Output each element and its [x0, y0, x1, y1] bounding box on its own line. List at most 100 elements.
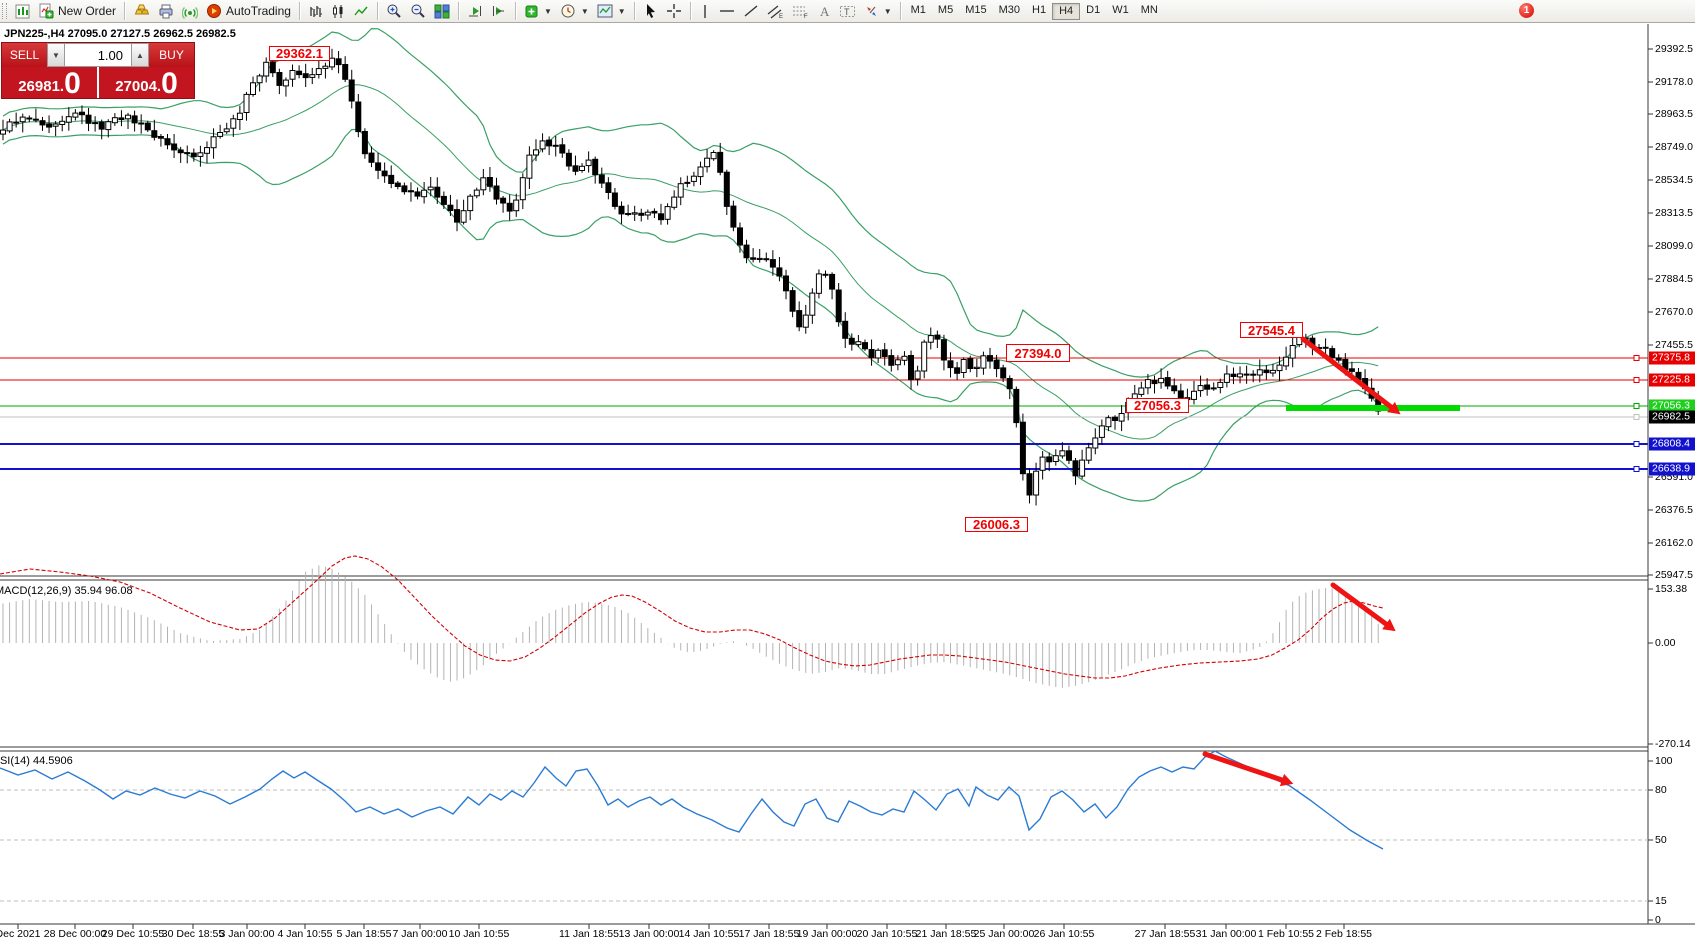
auto-scroll-icon[interactable]: [463, 1, 487, 21]
svg-text:T: T: [844, 7, 850, 17]
timeframe-button-m15[interactable]: M15: [965, 3, 987, 16]
new-order-label: New Order: [58, 4, 117, 18]
sell-price-dot: .: [59, 78, 65, 95]
vertical-line-tool-icon[interactable]: [695, 1, 715, 21]
cursor-tool-icon[interactable]: [639, 1, 662, 21]
date-axis-label: 21 Jan 18:55: [915, 928, 977, 940]
chart-ohlc-title: JPN225-,H4 27095.0 27127.5 26962.5 26982…: [4, 28, 236, 40]
new-chart-icon: [525, 5, 538, 17]
rsi-axis-tick: 15: [1655, 895, 1667, 907]
price-axis-tick: 28963.5: [1655, 108, 1693, 120]
price-annotation[interactable]: 27056.3: [1126, 398, 1189, 413]
candlestick-mode-icon[interactable]: [327, 1, 350, 21]
timeframe-button-mn[interactable]: MN: [1140, 3, 1158, 16]
bar-chart-mode-icon[interactable]: [304, 1, 327, 21]
svg-text:F: F: [804, 14, 808, 19]
text-tool-icon[interactable]: A: [813, 1, 835, 21]
trendline-tool-icon[interactable]: [739, 1, 763, 21]
arrows-tool-dropdown[interactable]: ▼: [860, 1, 896, 21]
gold-ingots-icon[interactable]: [129, 1, 154, 21]
price-annotation[interactable]: 26006.3: [965, 517, 1028, 532]
price-annotation[interactable]: 27545.4: [1240, 322, 1303, 338]
price-axis-tick: 29392.5: [1655, 43, 1693, 55]
rsi-axis-tick: 50: [1655, 834, 1667, 846]
timeframe-button-h1[interactable]: H1: [1032, 3, 1047, 16]
timeframe-button-d1[interactable]: D1: [1086, 3, 1101, 16]
timeframe-button-m1[interactable]: M1: [910, 3, 926, 16]
toolbar-separator: [899, 2, 901, 20]
signals-icon[interactable]: [178, 1, 202, 21]
fibonacci-tool-icon[interactable]: F: [788, 1, 813, 21]
price-axis-tick: 28534.5: [1655, 174, 1693, 186]
price-axis-label: 26982.5: [1649, 410, 1695, 424]
date-axis-label: 4 Jan 10:55: [277, 928, 333, 940]
date-axis-label: 5 Jan 18:55: [336, 928, 392, 940]
date-axis-label: 17 Jan 18:55: [738, 928, 800, 940]
timeframe-button-m5[interactable]: M5: [937, 3, 954, 16]
tile-windows-icon[interactable]: [430, 1, 454, 21]
price-axis-tick: 27670.0: [1655, 306, 1693, 318]
svg-text:E: E: [779, 14, 783, 19]
buy-button[interactable]: BUY: [149, 43, 194, 67]
notification-badge[interactable]: 1: [1519, 3, 1534, 18]
date-axis-label: 27 Jan 18:55: [1134, 928, 1196, 940]
periods-dropdown[interactable]: ▼: [556, 1, 593, 21]
date-axis-label: 30 Dec 18:55: [161, 928, 225, 940]
toolbar-separator: [376, 2, 378, 20]
date-axis-label: 11 Jan 18:55: [559, 928, 619, 940]
date-axis-label: 13 Jan 00:00: [618, 928, 680, 940]
main-toolbar: New Order AutoTrading: [0, 0, 1695, 23]
autotrading-button[interactable]: AutoTrading: [202, 1, 295, 21]
new-chart-dropdown[interactable]: ▼: [520, 1, 556, 21]
price-axis-tick: 28313.5: [1655, 207, 1693, 219]
toolbar-grip[interactable]: [2, 3, 7, 19]
date-axis-label: 28 Dec 00:00: [43, 928, 107, 940]
zoom-out-icon[interactable]: [406, 1, 430, 21]
price-axis-label: 27225.8: [1649, 373, 1695, 387]
one-click-trade-panel: SELL ▼ 1.00 ▲ BUY 26981. 0 27004. 0: [2, 43, 194, 99]
clock-icon: [561, 4, 575, 18]
new-order-icon: [39, 3, 54, 19]
price-axis-label: 26638.9: [1649, 462, 1695, 476]
new-order-button[interactable]: New Order: [34, 1, 120, 21]
macd-axis-tick: 0.00: [1655, 637, 1676, 649]
sell-button[interactable]: SELL: [2, 43, 47, 67]
text-label-tool-icon[interactable]: T: [835, 1, 860, 21]
volume-input[interactable]: 1.00: [65, 43, 131, 67]
date-axis-label: 3 Jan 00:00: [219, 928, 275, 940]
price-axis-tick: 26162.0: [1655, 537, 1693, 549]
horizontal-line-tool-icon[interactable]: [715, 1, 739, 21]
svg-text:A: A: [820, 4, 830, 19]
line-chart-mode-icon[interactable]: [350, 1, 373, 21]
crosshair-tool-icon[interactable]: [662, 1, 686, 21]
print-preview-icon[interactable]: [154, 1, 178, 21]
equidistant-channel-tool-icon[interactable]: E: [763, 1, 788, 21]
templates-dropdown[interactable]: ▼: [593, 1, 630, 21]
chart-shift-icon[interactable]: [487, 1, 511, 21]
timeframe-button-m30[interactable]: M30: [998, 3, 1021, 16]
arrows-tool-icon: [866, 6, 876, 16]
timeframe-button-w1[interactable]: W1: [1112, 3, 1129, 16]
chart-window-icon[interactable]: [11, 1, 34, 21]
buy-price[interactable]: 27004. 0: [99, 67, 194, 99]
date-axis-label: 1 Feb 10:55: [1257, 928, 1315, 940]
toolbar-separator: [457, 2, 459, 20]
toolbar-separator: [298, 2, 300, 20]
rsi-indicator-label: RSI(14) 44.5906: [0, 755, 73, 767]
volume-down-button[interactable]: ▼: [47, 43, 65, 67]
rsi-axis-tick: 100: [1655, 755, 1673, 767]
volume-up-button[interactable]: ▲: [131, 43, 149, 67]
price-axis-tick: 26376.5: [1655, 504, 1693, 516]
price-axis-tick: 25947.5: [1655, 569, 1693, 581]
macd-axis-tick: -270.14: [1655, 738, 1691, 750]
price-annotation[interactable]: 29362.1: [269, 46, 330, 61]
sell-price[interactable]: 26981. 0: [2, 67, 97, 99]
price-annotation[interactable]: 27394.0: [1006, 344, 1070, 362]
zoom-in-icon[interactable]: [382, 1, 406, 21]
autotrading-label: AutoTrading: [226, 4, 291, 18]
timeframe-button-h4[interactable]: H4: [1052, 2, 1081, 20]
buy-price-main: 27004: [115, 78, 157, 95]
price-axis-tick: 27884.5: [1655, 273, 1693, 285]
price-axis-tick: 28099.0: [1655, 240, 1693, 252]
